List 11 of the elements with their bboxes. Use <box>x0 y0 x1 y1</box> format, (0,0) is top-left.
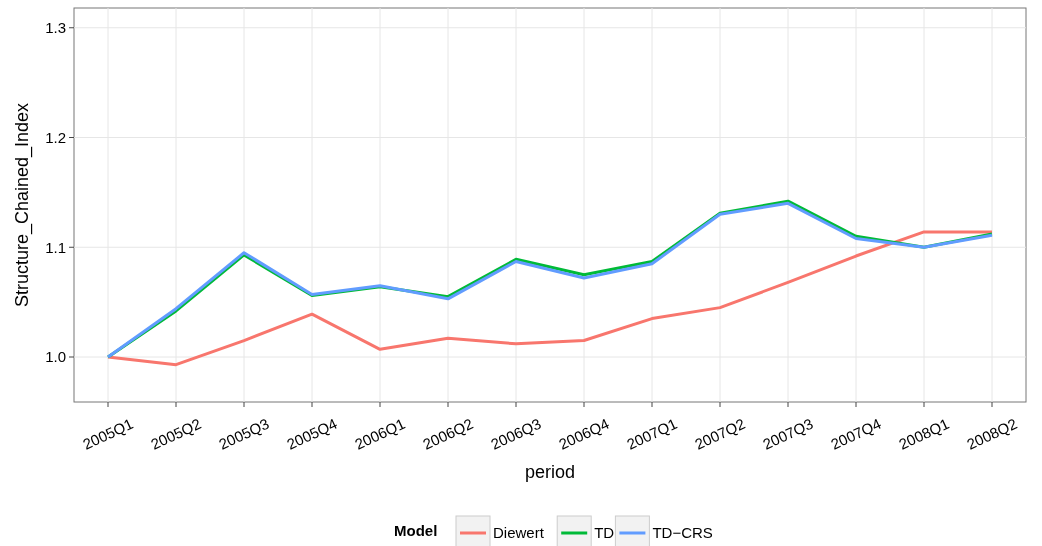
y-axis-title: Structure_Chained_Index <box>12 102 33 308</box>
y-tick-label: 1.1 <box>45 238 66 256</box>
legend-label: TD−CRS <box>652 524 713 541</box>
legend-label: Diewert <box>493 524 545 541</box>
x-axis-title: period <box>524 462 576 482</box>
line-series <box>106 230 994 367</box>
y-tick-label: 1.0 <box>45 348 66 366</box>
y-tick-label: 1.2 <box>45 128 66 146</box>
legend-label: TD <box>594 524 615 541</box>
legend-title: Model <box>394 522 438 539</box>
y-tick-label: 1.3 <box>45 19 66 36</box>
